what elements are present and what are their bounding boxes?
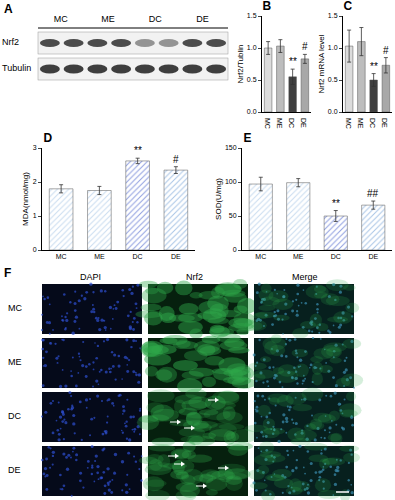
svg-text:0: 0: [33, 246, 37, 253]
svg-text:DE: DE: [381, 118, 388, 128]
svg-text:**: **: [134, 145, 142, 156]
html-text:F: F: [4, 266, 12, 280]
svg-text:1: 1: [33, 212, 37, 219]
svg-text:100: 100: [225, 178, 237, 185]
svg-text:2: 2: [33, 178, 37, 185]
svg-text:**: **: [332, 198, 340, 209]
svg-text:MDA(nmol/mg): MDA(nmol/mg): [21, 172, 30, 226]
svg-text:**: **: [289, 56, 297, 67]
svg-text:DE: DE: [300, 118, 307, 128]
svg-text:0.0: 0.0: [328, 108, 338, 115]
svg-text:MC: MC: [56, 253, 67, 260]
svg-text:DE: DE: [368, 253, 378, 260]
svg-text:DE: DE: [171, 253, 181, 260]
svg-text:MC: MC: [255, 253, 266, 260]
html-text:Tubulin: Tubulin: [2, 63, 32, 73]
svg-text:ME: ME: [94, 253, 105, 260]
html-text:MC: MC: [53, 14, 68, 24]
svg-text:0.5: 0.5: [328, 76, 338, 83]
html-text:Nrf2: Nrf2: [2, 37, 19, 47]
svg-text:Nrf2 mRNA level: Nrf2 mRNA level: [317, 34, 326, 93]
svg-text:D: D: [44, 132, 53, 145]
html-text:DC: DC: [8, 411, 21, 421]
svg-text:1.5: 1.5: [247, 12, 257, 19]
svg-text:**: **: [370, 61, 378, 72]
svg-text:MC: MC: [345, 118, 352, 129]
svg-text:C: C: [343, 0, 352, 13]
svg-text:ME: ME: [276, 118, 283, 129]
html-text:DAPI: DAPI: [80, 272, 101, 282]
svg-text:0.0: 0.0: [247, 108, 257, 115]
svg-text:#: #: [173, 154, 179, 165]
svg-text:E: E: [244, 132, 252, 145]
svg-text:ME: ME: [293, 253, 304, 260]
svg-text:3: 3: [33, 144, 37, 151]
svg-text:150: 150: [225, 144, 237, 151]
svg-text:SOD(U/mg): SOD(U/mg): [214, 178, 223, 220]
svg-text:50: 50: [229, 212, 237, 219]
svg-text:#: #: [383, 45, 389, 56]
svg-text:0: 0: [233, 246, 237, 253]
html-text:MC: MC: [8, 303, 22, 313]
svg-text:DC: DC: [133, 253, 143, 260]
svg-text:1.0: 1.0: [328, 44, 338, 51]
html-text:ME: ME: [8, 357, 22, 367]
svg-text:1.0: 1.0: [247, 44, 257, 51]
html-text:DC: DC: [148, 14, 162, 24]
svg-text:DC: DC: [369, 118, 376, 128]
svg-text:B: B: [262, 0, 271, 13]
svg-text:0.5: 0.5: [247, 76, 257, 83]
svg-text:DC: DC: [288, 118, 295, 128]
html-text:Merge: Merge: [292, 272, 318, 282]
html-text:A: A: [4, 2, 13, 16]
svg-text:#: #: [302, 41, 308, 52]
svg-text:Nrf2/Tublin: Nrf2/Tublin: [236, 45, 245, 84]
svg-text:MC: MC: [264, 118, 271, 129]
html-text:ME: ME: [101, 14, 115, 24]
svg-text:DC: DC: [331, 253, 341, 260]
svg-text:ME: ME: [357, 118, 364, 129]
html-text:DE: DE: [8, 465, 21, 475]
html-text:DE: DE: [196, 14, 209, 24]
svg-text:1.5: 1.5: [328, 12, 338, 19]
svg-text:##: ##: [367, 188, 379, 199]
html-text:Nrf2: Nrf2: [186, 272, 203, 282]
